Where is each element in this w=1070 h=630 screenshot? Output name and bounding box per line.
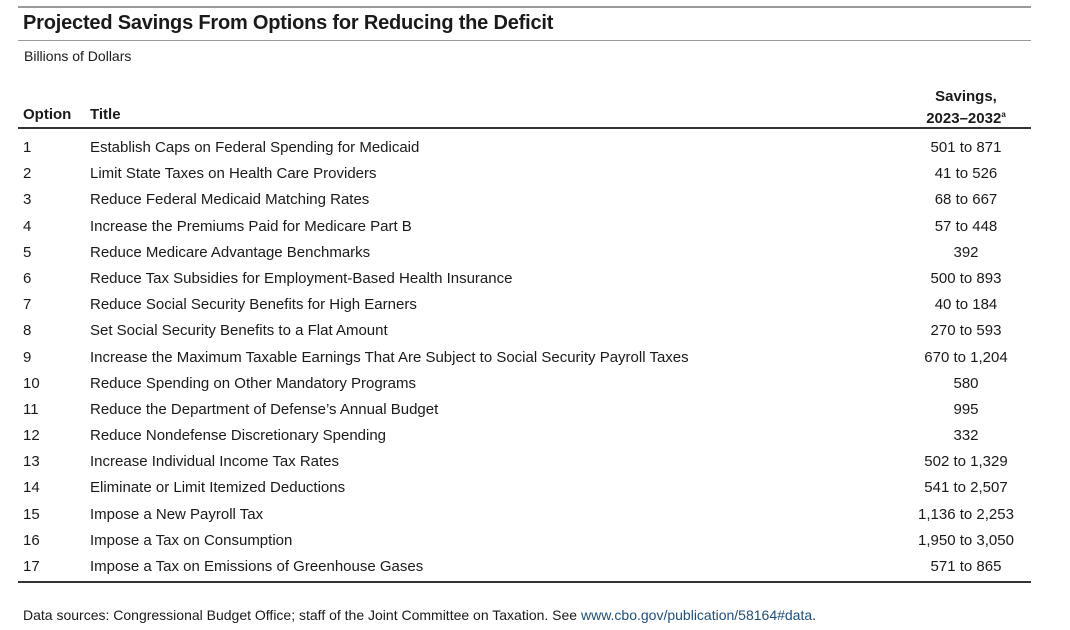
option-title: Reduce Social Security Benefits for High…	[90, 296, 417, 314]
table-row: 6 Reduce Tax Subsidies for Employment-Bas…	[18, 266, 1031, 292]
option-number: 3	[23, 191, 32, 209]
option-number: 1	[23, 139, 32, 156]
data-sources-note: Data sources: Congressional Budget Offic…	[23, 607, 816, 623]
option-number: 5	[23, 243, 32, 261]
option-title: Reduce Tax Subsidies for Employment-Base…	[90, 269, 513, 287]
option-title: Increase Individual Income Tax Rates	[90, 453, 340, 471]
option-title: Eliminate or Limit Itemized Deductions	[90, 479, 346, 497]
option-savings: 41 to 526	[934, 165, 998, 183]
column-header-savings: Savings, 2023–2032a	[900, 88, 1032, 128]
option-savings: 68 to 667	[934, 191, 998, 209]
option-number: 14	[23, 479, 40, 497]
savings-header-line2: 2023–2032a	[900, 106, 1032, 128]
option-title: Establish Caps on Federal Spending for M…	[90, 139, 420, 156]
top-rule	[18, 6, 1031, 8]
table-row: 3 Reduce Federal Medicaid Matching Rates 6…	[18, 187, 1031, 213]
option-savings: 571 to 865	[930, 558, 1002, 575]
column-header-title: Title	[90, 106, 121, 123]
option-savings: 1,950 to 3,050	[918, 531, 1014, 549]
option-title: Impose a Tax on Emissions of Greenhouse …	[90, 558, 424, 575]
table-row: 11 Reduce the Department of Defense’s Ann…	[18, 397, 1031, 423]
table-row: 9 Increase the Maximum Taxable Earnings T…	[18, 345, 1031, 371]
table-row: 13 Increase Individual Income Tax Rates 50…	[18, 449, 1031, 475]
option-savings: 1,136 to 2,253	[918, 505, 1014, 523]
option-savings: 995	[953, 400, 979, 418]
option-number: 11	[23, 400, 39, 418]
option-number: 12	[23, 427, 40, 445]
options-table-body: 1 Establish Caps on Federal Spending for …	[18, 135, 1031, 580]
option-savings: 270 to 593	[930, 322, 1002, 340]
data-sources-text: Data sources: Congressional Budget Offic…	[23, 607, 581, 623]
option-savings: 502 to 1,329	[924, 453, 1008, 471]
option-number: 6	[23, 269, 32, 287]
table-row: 15 Impose a New Payroll Tax 1,136 to 2,253	[18, 502, 1031, 528]
option-number: 13	[23, 453, 40, 471]
table-row: 5 Reduce Medicare Advantage Benchmarks 392	[18, 240, 1031, 266]
option-title: Reduce the Department of Defense’s Annua…	[90, 400, 439, 418]
option-savings: 541 to 2,507	[924, 479, 1008, 497]
savings-years: 2023–2032	[926, 110, 1002, 127]
table-row: 1 Establish Caps on Federal Spending for …	[18, 135, 1031, 161]
option-title: Limit State Taxes on Health Care Provide…	[90, 165, 377, 183]
option-title: Increase the Maximum Taxable Earnings Th…	[90, 348, 689, 366]
table-row: 12 Reduce Nondefense Discretionary Spendi…	[18, 423, 1031, 449]
savings-header-line1: Savings,	[935, 88, 997, 105]
option-savings: 580	[953, 374, 979, 392]
option-savings: 500 to 893	[930, 269, 1002, 287]
table-row: 14 Eliminate or Limit Itemized Deductions…	[18, 475, 1031, 501]
table-row: 7 Reduce Social Security Benefits for Hig…	[18, 292, 1031, 318]
option-title: Impose a Tax on Consumption	[90, 531, 293, 549]
option-savings: 57 to 448	[934, 217, 998, 235]
option-savings: 40 to 184	[934, 296, 998, 314]
option-number: 9	[23, 348, 32, 366]
option-number: 17	[23, 558, 40, 575]
units-subtitle: Billions of Dollars	[24, 48, 132, 64]
option-number: 16	[23, 531, 40, 549]
option-savings: 670 to 1,204	[924, 348, 1008, 366]
option-number: 8	[23, 322, 32, 340]
option-number: 7	[23, 296, 32, 314]
data-sources-end: .	[812, 607, 817, 623]
option-title: Set Social Security Benefits to a Flat A…	[90, 322, 388, 340]
option-number: 15	[23, 505, 40, 523]
option-title: Increase the Premiums Paid for Medicare …	[90, 217, 412, 235]
option-title: Reduce Spending on Other Mandatory Progr…	[90, 374, 417, 392]
option-title: Reduce Medicare Advantage Benchmarks	[90, 243, 371, 261]
savings-footnote-marker: a	[1001, 110, 1006, 119]
option-title: Impose a New Payroll Tax	[90, 505, 264, 523]
table-row: 2 Limit State Taxes on Health Care Provid…	[18, 161, 1031, 187]
table-row: 10 Reduce Spending on Other Mandatory Pro…	[18, 371, 1031, 397]
option-savings: 501 to 871	[930, 139, 1002, 156]
option-savings: 332	[953, 427, 979, 445]
page-title: Projected Savings From Options for Reduc…	[23, 12, 554, 34]
table-row: 4 Increase the Premiums Paid for Medicare…	[18, 214, 1031, 240]
header-rule	[18, 127, 1031, 129]
table-row: 17 Impose a Tax on Emissions of Greenhous…	[18, 554, 1031, 580]
option-number: 4	[23, 217, 32, 235]
table-row: 16 Impose a Tax on Consumption 1,950 to 3,…	[18, 528, 1031, 554]
title-rule	[18, 40, 1031, 41]
option-number: 10	[23, 374, 40, 392]
table-row: 8 Set Social Security Benefits to a Flat …	[18, 318, 1031, 344]
option-savings: 392	[953, 243, 979, 261]
option-title: Reduce Nondefense Discretionary Spending	[90, 427, 387, 445]
column-header-option: Option	[23, 106, 72, 123]
data-sources-link[interactable]: www.cbo.gov/publication/58164#data	[580, 607, 813, 623]
bottom-rule	[18, 581, 1031, 583]
option-number: 2	[23, 165, 32, 183]
option-title: Reduce Federal Medicaid Matching Rates	[90, 191, 370, 209]
